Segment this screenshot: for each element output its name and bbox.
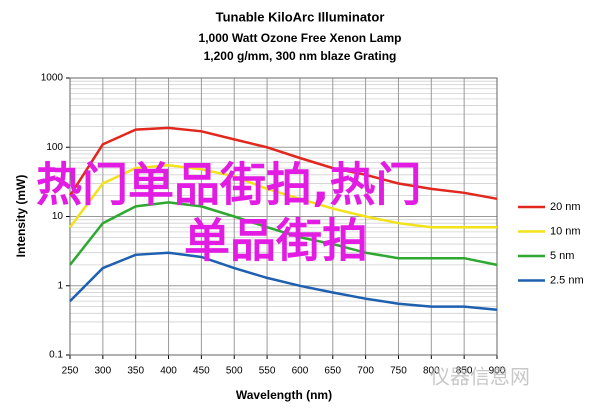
legend-label: 2.5 nm bbox=[550, 274, 584, 286]
x-tick-label: 600 bbox=[292, 366, 309, 377]
watermark: 仪器信息网 bbox=[430, 365, 530, 389]
y-tick-label: 10 bbox=[52, 211, 64, 222]
x-tick-label: 300 bbox=[95, 366, 112, 377]
legend-label: 20 nm bbox=[550, 201, 581, 213]
legend-label: 5 nm bbox=[550, 250, 574, 262]
y-tick-label: 100 bbox=[46, 142, 63, 153]
plot-frame bbox=[69, 77, 498, 356]
y-tick-label: 1 bbox=[57, 280, 63, 291]
x-tick-label: 550 bbox=[259, 366, 276, 377]
x-tick-label: 350 bbox=[127, 366, 144, 377]
x-tick-label: 500 bbox=[226, 366, 243, 377]
x-tick-label: 450 bbox=[193, 366, 210, 377]
series-line bbox=[69, 163, 497, 229]
overlay-text: 单品街拍 bbox=[184, 214, 368, 268]
x-tick-label: 800 bbox=[423, 366, 440, 377]
x-tick-label: 900 bbox=[489, 366, 506, 377]
x-tick-label: 850 bbox=[456, 366, 473, 377]
x-tick-label: 250 bbox=[62, 366, 79, 377]
x-axis-label: Wavelength (nm) bbox=[236, 388, 332, 402]
overlay-text: 热门单品街拍,热门 bbox=[36, 158, 421, 212]
x-tick-label: 750 bbox=[390, 366, 407, 377]
y-axis-label: Intensity (mW) bbox=[14, 175, 28, 258]
x-tick-label: 650 bbox=[324, 366, 341, 377]
series-line bbox=[69, 201, 498, 267]
y-tick-label: 1000 bbox=[41, 73, 64, 84]
y-tick-label: 0.1 bbox=[49, 350, 63, 361]
series-line bbox=[68, 126, 498, 201]
x-tick-label: 400 bbox=[160, 366, 177, 377]
chart-subtitle: 1,000 Watt Ozone Free Xenon Lamp bbox=[199, 31, 402, 45]
legend-label: 10 nm bbox=[550, 225, 581, 237]
chart-subtitle: 1,200 g/mm, 300 nm blaze Grating bbox=[204, 49, 397, 63]
series-line bbox=[69, 251, 498, 312]
x-tick-label: 700 bbox=[357, 366, 374, 377]
chart-title: Tunable KiloArc Illuminator bbox=[216, 9, 385, 24]
